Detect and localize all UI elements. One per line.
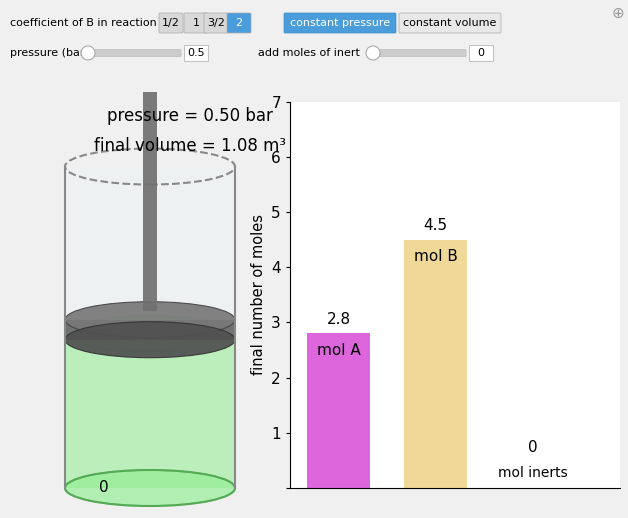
Text: 1: 1 (193, 18, 200, 28)
Ellipse shape (65, 322, 235, 358)
Text: add moles of inert: add moles of inert (258, 48, 360, 58)
Bar (143, 92, 157, 311)
FancyBboxPatch shape (227, 13, 251, 33)
Text: pressure (bar): pressure (bar) (10, 48, 89, 58)
Bar (65, 167, 235, 334)
Bar (65, 334, 235, 488)
FancyBboxPatch shape (284, 13, 396, 33)
Text: coefficient of B in reaction: coefficient of B in reaction (10, 18, 157, 28)
FancyBboxPatch shape (84, 50, 181, 56)
Text: mol B: mol B (414, 249, 458, 264)
Circle shape (81, 46, 95, 60)
FancyBboxPatch shape (469, 45, 493, 61)
Text: 0: 0 (477, 48, 484, 58)
Text: mol A: mol A (317, 343, 360, 358)
Text: pressure = 0.50 bar: pressure = 0.50 bar (107, 107, 273, 124)
FancyBboxPatch shape (184, 13, 208, 33)
Text: 3/2: 3/2 (207, 18, 225, 28)
Text: 0: 0 (99, 481, 109, 496)
Ellipse shape (65, 315, 235, 352)
Text: 4.5: 4.5 (423, 218, 448, 233)
Text: final volume = 1.08 m³: final volume = 1.08 m³ (94, 137, 286, 154)
Circle shape (366, 46, 380, 60)
Ellipse shape (65, 470, 235, 506)
Text: 0: 0 (528, 440, 538, 455)
Text: 2: 2 (236, 18, 242, 28)
Text: A ⇌ 2 B: A ⇌ 2 B (403, 107, 497, 131)
Text: constant pressure: constant pressure (290, 18, 390, 28)
FancyBboxPatch shape (159, 13, 183, 33)
FancyBboxPatch shape (184, 45, 208, 61)
FancyBboxPatch shape (399, 13, 501, 33)
Text: 0.5: 0.5 (187, 48, 205, 58)
Bar (307, 334, 370, 488)
Y-axis label: final number of moles: final number of moles (251, 214, 266, 375)
FancyBboxPatch shape (204, 13, 228, 33)
Ellipse shape (65, 301, 235, 338)
Text: ⊕: ⊕ (612, 6, 624, 21)
Bar (404, 239, 467, 488)
Text: constant volume: constant volume (403, 18, 497, 28)
Text: 2.8: 2.8 (327, 312, 350, 327)
Text: 1/2: 1/2 (162, 18, 180, 28)
Text: mol inerts: mol inerts (498, 466, 568, 480)
Bar (65, 320, 235, 340)
FancyBboxPatch shape (369, 50, 466, 56)
